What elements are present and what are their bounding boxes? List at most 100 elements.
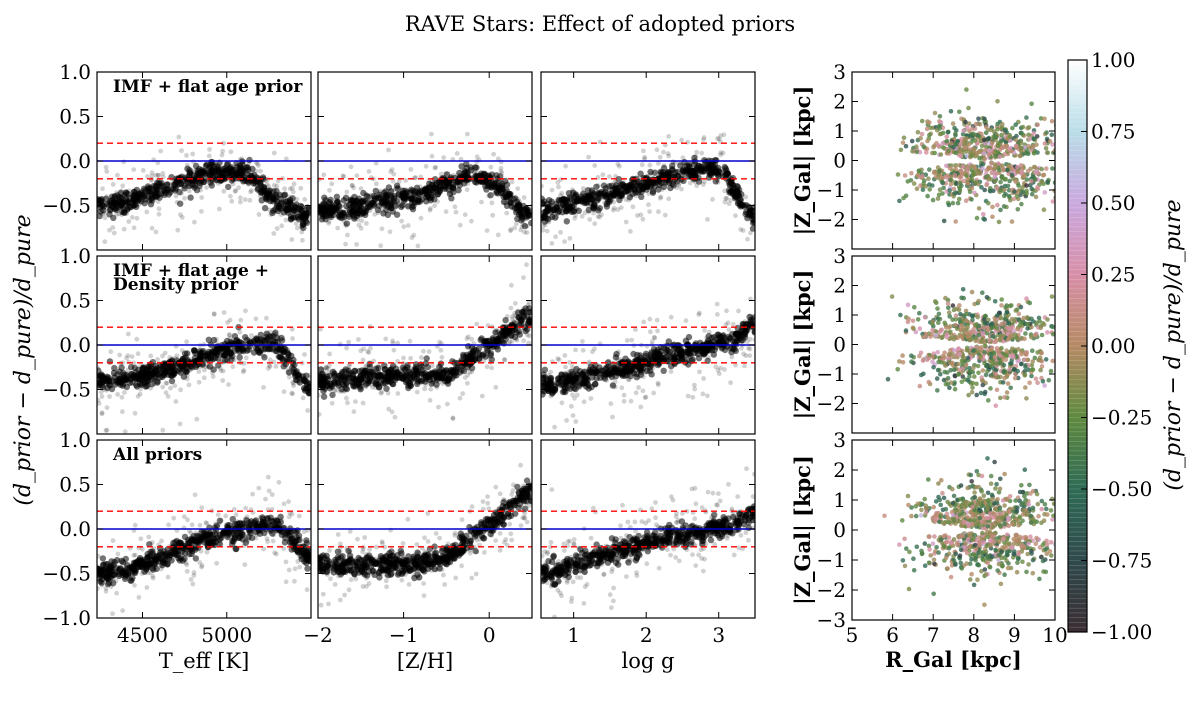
data-point [454,210,459,215]
data-point [290,214,296,220]
data-point [240,346,246,352]
data-point [693,180,698,185]
data-point [656,209,661,214]
data-point [266,346,272,352]
data-point [352,409,357,414]
data-point [111,204,117,210]
data-point [126,219,131,224]
data-point [335,226,340,231]
data-point [361,358,366,363]
data-point [399,202,405,208]
data-point [131,167,136,172]
data-point [616,349,621,354]
data-point [388,198,394,204]
data-point [686,394,691,399]
data-point [692,387,697,392]
data-point [596,364,602,370]
data-point [184,153,189,158]
data-point [718,152,723,157]
data-point [647,169,653,175]
data-point [258,332,264,338]
data-point [287,568,292,573]
data-point [558,230,563,235]
data-point [248,177,254,183]
data-point [103,215,108,220]
data-point [548,377,554,383]
data-point [663,213,668,218]
data-point [135,216,140,221]
data-point [351,215,357,221]
data-point [176,135,181,140]
data-point [596,183,601,188]
data-point [120,395,125,400]
data-point [465,381,470,386]
data-point [301,396,306,401]
data-point [107,394,112,399]
data-point [685,140,690,145]
residual-panels: −0.50.00.51.0IMF + flat age prior−0.50.0… [42,60,758,673]
data-point [438,360,444,366]
data-point [416,244,421,249]
data-point [445,402,450,407]
data-point [192,573,197,578]
data-point [466,334,471,339]
data-point [268,358,273,363]
data-point [506,195,511,200]
data-point [301,212,307,218]
data-point [430,154,435,159]
data-point [299,225,304,230]
data-point [526,303,531,308]
data-point [371,373,377,379]
data-point [661,368,667,374]
data-point [104,194,109,199]
data-point [148,354,153,359]
data-point [247,343,253,349]
data-point [343,242,348,247]
data-point [217,207,222,212]
data-point [486,173,492,179]
data-point [198,365,203,370]
data-point [170,372,176,378]
data-point [190,522,195,527]
data-point [341,197,347,203]
data-point [438,348,443,353]
data-point [438,369,443,374]
data-point [160,171,165,176]
data-point [710,170,716,176]
data-point [640,162,645,167]
data-point [237,354,243,360]
data-point [494,328,499,333]
data-point [367,169,372,174]
data-point [543,209,549,215]
data-point [555,356,560,361]
data-point [733,193,739,199]
data-point [605,364,611,370]
data-point [121,159,126,164]
data-point [573,348,578,353]
data-point [126,360,131,365]
data-point [268,364,273,369]
data-point [225,184,231,190]
data-point [162,186,168,192]
data-point [242,562,247,567]
data-point [107,228,112,233]
data-point [194,417,199,422]
data-point [455,151,460,156]
data-point [641,374,646,379]
data-point [243,308,248,313]
data-point [686,162,692,168]
data-point [660,187,665,192]
data-point [216,512,221,517]
data-point [231,364,236,369]
data-point [148,570,153,575]
data-point [568,209,573,214]
data-point [521,222,526,227]
data-point [554,205,560,211]
data-point [220,351,226,357]
data-point [375,207,381,213]
data-point [629,338,634,343]
data-point [353,399,358,404]
data-point [490,213,495,218]
data-point [382,366,388,372]
data-point [123,429,128,434]
